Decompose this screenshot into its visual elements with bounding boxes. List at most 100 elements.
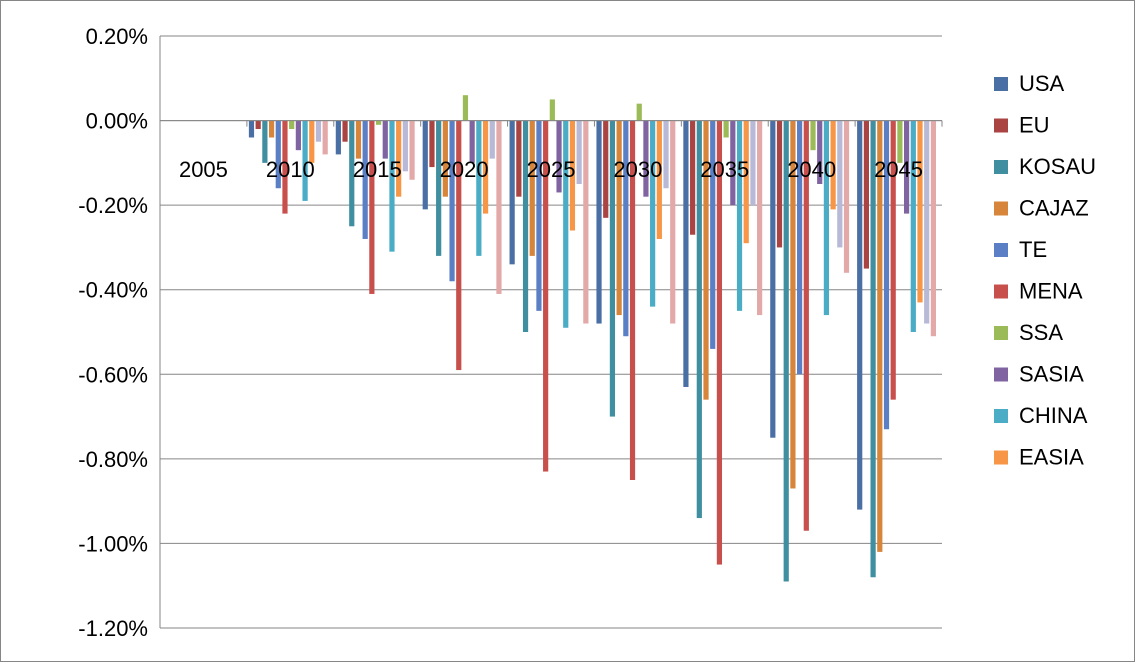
- bar: [422, 120, 428, 210]
- bar: [890, 120, 896, 400]
- bar: [877, 120, 883, 552]
- bar: [396, 120, 402, 197]
- x-tick-label: 2030: [613, 157, 662, 182]
- bar: [355, 120, 362, 159]
- bar: [536, 120, 542, 311]
- bar: [309, 120, 315, 163]
- bar: [609, 120, 616, 417]
- bar: [576, 120, 582, 184]
- bar: [823, 120, 830, 316]
- bar: [315, 120, 322, 142]
- bar: [830, 120, 836, 210]
- bar: [904, 120, 910, 214]
- bar: [730, 120, 736, 206]
- legend-swatch: [994, 450, 1008, 465]
- bar: [690, 120, 696, 235]
- x-tick-label: 2045: [874, 157, 923, 182]
- bar: [349, 120, 355, 227]
- bar: [723, 120, 729, 138]
- legend-swatch: [994, 243, 1008, 257]
- legend-swatch: [994, 201, 1008, 216]
- x-tick-label: 2025: [527, 157, 576, 182]
- legend-swatch: [994, 160, 1008, 174]
- bar: [255, 120, 261, 130]
- bar: [897, 120, 903, 163]
- bar: [369, 120, 375, 294]
- bar: [743, 120, 749, 244]
- bar: [476, 120, 482, 256]
- y-tick-label: 0.20%: [86, 24, 148, 49]
- legend-label: SASIA: [1019, 362, 1084, 387]
- y-tick-label: -1.00%: [78, 531, 148, 556]
- bar: [529, 120, 535, 256]
- bar: [268, 120, 275, 138]
- y-tick-label: -0.60%: [78, 362, 148, 387]
- bar: [402, 120, 408, 172]
- bar: [275, 120, 281, 189]
- bar: [389, 120, 395, 252]
- y-tick-label: -0.80%: [78, 447, 148, 472]
- legend-swatch: [994, 409, 1008, 423]
- bar: [516, 120, 522, 197]
- y-tick-label: -1.20%: [78, 616, 148, 641]
- bar: [436, 120, 442, 256]
- bar: [382, 120, 388, 159]
- bar: [262, 120, 268, 163]
- bar: [489, 120, 495, 159]
- bar: [289, 120, 295, 130]
- bar: [522, 120, 529, 332]
- bar: [716, 120, 723, 565]
- bar: [543, 120, 549, 472]
- bar: [810, 120, 816, 151]
- legend-label: KOSAU: [1019, 154, 1096, 179]
- bar: [322, 120, 328, 155]
- legend-swatch: [994, 326, 1008, 340]
- bar: [556, 120, 562, 193]
- bar: [663, 120, 669, 189]
- bar: [837, 120, 843, 248]
- bar: [409, 120, 415, 180]
- bar: [496, 120, 502, 294]
- bar: [790, 120, 796, 489]
- legend-label: MENA: [1019, 279, 1083, 304]
- bar: [917, 120, 923, 303]
- bar: [643, 120, 649, 197]
- bar: [462, 95, 469, 121]
- zero-axis: [159, 120, 943, 127]
- bar: [736, 120, 743, 311]
- legend-label: SSA: [1019, 320, 1063, 345]
- bar: [335, 120, 341, 155]
- bar: [583, 120, 589, 324]
- bar: [549, 99, 555, 121]
- bar: [442, 120, 448, 197]
- x-tick-label: 2040: [787, 157, 836, 182]
- bar: [696, 120, 702, 519]
- bar: [910, 120, 916, 332]
- bar: [295, 120, 301, 151]
- legend-label: EASIA: [1019, 445, 1084, 470]
- bar: [563, 120, 569, 328]
- bar: [650, 120, 656, 307]
- bar: [282, 120, 288, 214]
- bar: [843, 120, 850, 273]
- x-tick-label: 2035: [700, 157, 749, 182]
- bar: [362, 120, 368, 239]
- bar: [248, 120, 255, 138]
- bar: [710, 120, 716, 349]
- bar: [482, 120, 489, 214]
- y-axis-ticks: 0.20% 0.00% -0.20% -0.40% -0.60% -0.80% -1.00%…: [78, 24, 148, 641]
- bar: [596, 120, 602, 324]
- y-tick-label: -0.40%: [78, 278, 148, 303]
- legend-label: CAJAZ: [1019, 196, 1089, 221]
- bar: [636, 103, 642, 121]
- bar: [803, 120, 809, 531]
- bar: [569, 120, 576, 231]
- legend-swatch: [994, 77, 1008, 91]
- legend-swatch: [994, 367, 1008, 382]
- legend-label: TE: [1019, 237, 1047, 262]
- bar: [924, 120, 930, 324]
- bar: [623, 120, 629, 337]
- bar: [670, 120, 676, 324]
